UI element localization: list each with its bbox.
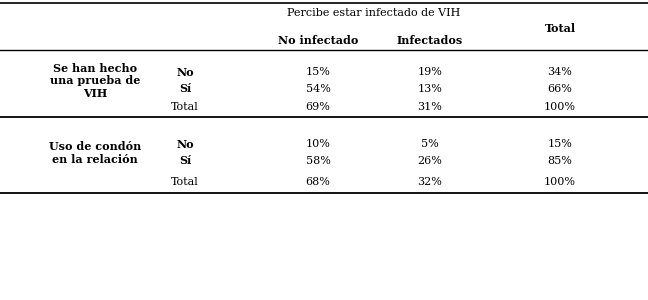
Text: No: No [176, 139, 194, 149]
Text: Total: Total [544, 23, 575, 34]
Text: 100%: 100% [544, 102, 576, 112]
Text: 13%: 13% [417, 84, 443, 94]
Text: 10%: 10% [306, 139, 330, 149]
Text: 32%: 32% [417, 177, 443, 187]
Text: 54%: 54% [306, 84, 330, 94]
Text: 15%: 15% [306, 67, 330, 77]
Text: Percibe estar infectado de VIH: Percibe estar infectado de VIH [287, 8, 461, 18]
Text: 19%: 19% [417, 67, 443, 77]
Text: 5%: 5% [421, 139, 439, 149]
Text: Se han hecho
una prueba de
VIH: Se han hecho una prueba de VIH [50, 63, 140, 99]
Text: 58%: 58% [306, 156, 330, 166]
Text: Total: Total [171, 102, 199, 112]
Text: No infectado: No infectado [278, 34, 358, 46]
Text: 34%: 34% [548, 67, 572, 77]
Text: 85%: 85% [548, 156, 572, 166]
Text: 100%: 100% [544, 177, 576, 187]
Text: Total: Total [171, 177, 199, 187]
Text: No: No [176, 67, 194, 77]
Text: 31%: 31% [417, 102, 443, 112]
Text: 68%: 68% [306, 177, 330, 187]
Text: 15%: 15% [548, 139, 572, 149]
Text: Uso de condón
en la relación: Uso de condón en la relación [49, 141, 141, 165]
Text: 69%: 69% [306, 102, 330, 112]
Text: Sí: Sí [179, 155, 191, 167]
Text: 26%: 26% [417, 156, 443, 166]
Text: 66%: 66% [548, 84, 572, 94]
Text: Sí: Sí [179, 83, 191, 94]
Text: Infectados: Infectados [397, 34, 463, 46]
